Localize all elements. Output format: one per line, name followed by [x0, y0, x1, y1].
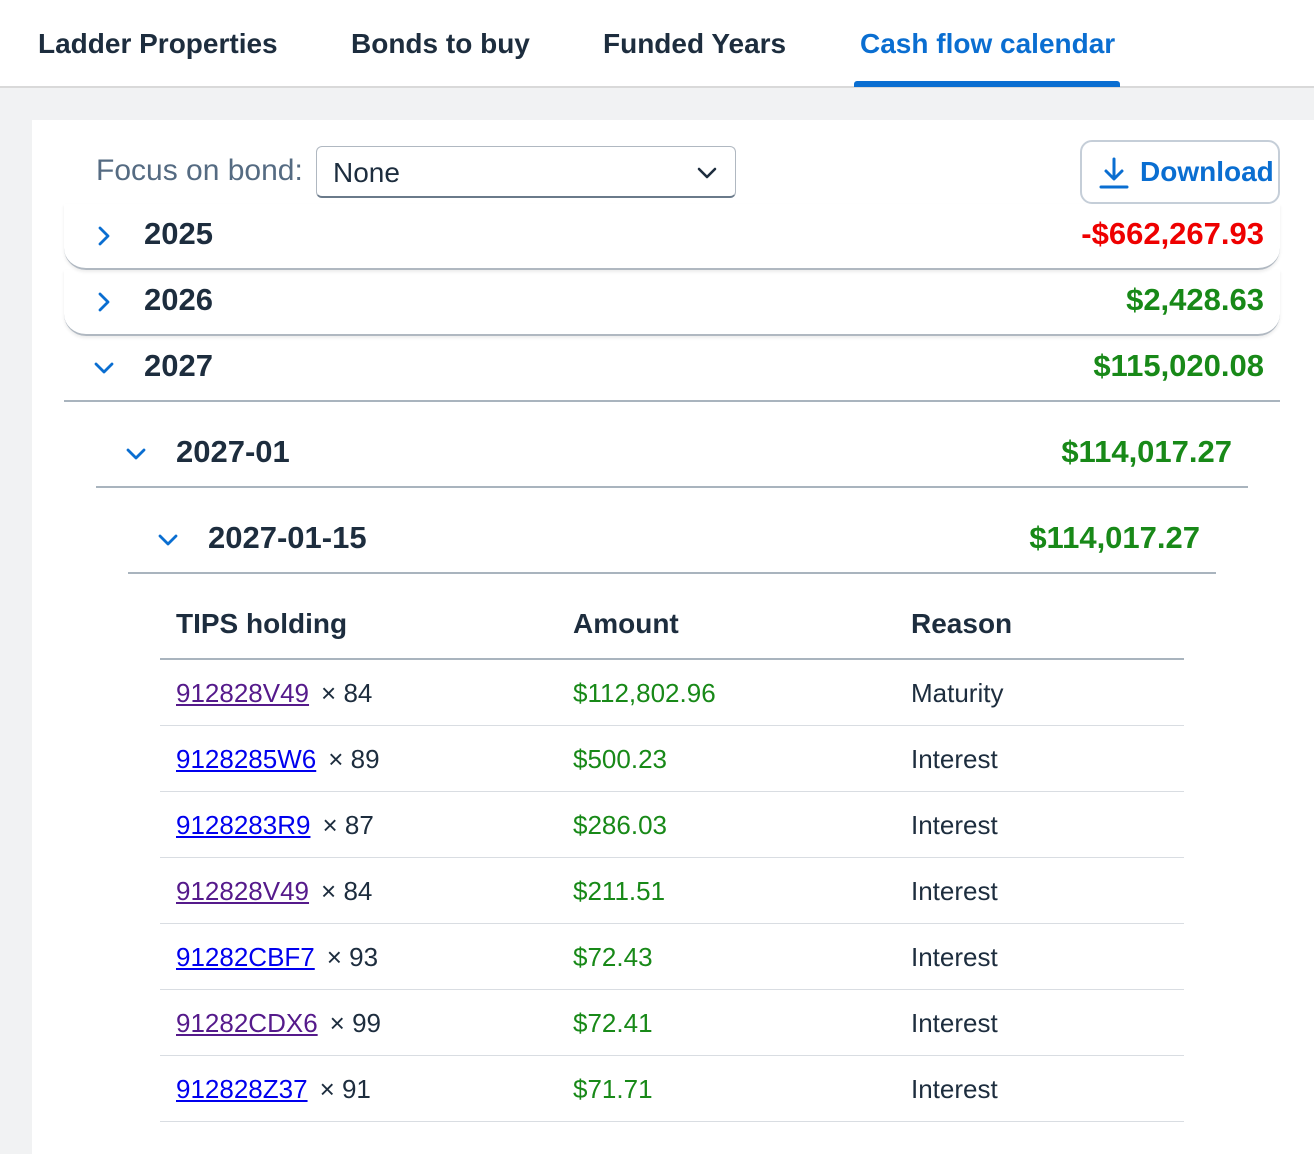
download-label: Download — [1140, 156, 1274, 187]
focus-bond-select[interactable]: None — [316, 146, 736, 198]
bond-quantity: × 93 — [326, 942, 379, 972]
tab-ladder-properties[interactable]: Ladder Properties — [38, 28, 278, 59]
cash-amount: $286.03 — [573, 810, 667, 840]
month-amount: $114,017.27 — [1061, 434, 1232, 469]
bond-link[interactable]: 912828V49 — [176, 678, 310, 708]
cash-amount: $211.51 — [573, 876, 666, 906]
table-row: 912828V49 × 84 $112,802.96 Maturity — [160, 660, 1184, 726]
bond-quantity: × 84 — [321, 678, 373, 708]
year-amount: -$662,267.93 — [1081, 216, 1264, 251]
chevron-down-icon — [697, 167, 717, 179]
table-row: 9128285W6 × 89 $500.23 Interest — [160, 726, 1184, 792]
focus-bond-value: None — [333, 157, 400, 188]
cash-reason: Interest — [911, 744, 998, 774]
month-label: 2027-01 — [176, 434, 290, 469]
chevron-down-icon — [158, 534, 178, 546]
cash-amount: $500.23 — [573, 744, 667, 774]
year-label: 2027 — [144, 348, 213, 383]
table-row: 9128283R9 × 87 $286.03 Interest — [160, 792, 1184, 858]
bond-quantity: × 91 — [319, 1074, 371, 1104]
table-row: 912828V49 × 84 $211.51 Interest — [160, 858, 1184, 924]
day-row-2027-01-15[interactable]: 2027-01-15 $114,017.27 — [128, 508, 1216, 574]
year-label: 2026 — [144, 282, 213, 317]
bond-link[interactable]: 91282CDX6 — [176, 1008, 318, 1038]
tab-funded-years[interactable]: Funded Years — [603, 28, 787, 59]
bond-link[interactable]: 9128283R9 — [176, 810, 311, 840]
tab-cash-flow-calendar[interactable]: Cash flow calendar — [860, 28, 1116, 59]
bond-quantity: × 99 — [329, 1008, 381, 1038]
chevron-down-icon — [126, 448, 146, 460]
cash-reason: Interest — [911, 942, 998, 972]
cash-reason: Interest — [911, 876, 998, 906]
chevron-down-icon — [94, 362, 114, 374]
tab-bar: Ladder Properties Bonds to buy Funded Ye… — [0, 0, 1314, 88]
bond-quantity: × 89 — [328, 744, 380, 774]
year-amount: $115,020.08 — [1093, 348, 1264, 383]
month-row-2027-01[interactable]: 2027-01 $114,017.27 — [96, 422, 1248, 488]
year-row-2027[interactable]: 2027 $115,020.08 — [64, 336, 1280, 402]
chevron-right-icon — [98, 226, 110, 246]
table-row: 91282CBF7 × 93 $72.43 Interest — [160, 924, 1184, 990]
day-label: 2027-01-15 — [208, 520, 367, 555]
header-tips-holding: TIPS holding — [176, 608, 348, 639]
table-row: 912828Z37 × 91 $71.71 Interest — [160, 1056, 1184, 1122]
tab-bonds-to-buy[interactable]: Bonds to buy — [351, 28, 530, 59]
cash-flow-panel: Focus on bond: None Download 2025 -$662,… — [32, 120, 1314, 1154]
cash-amount: $72.43 — [573, 942, 653, 972]
cash-reason: Interest — [911, 1008, 998, 1038]
cash-amount: $112,802.96 — [573, 678, 716, 708]
cash-flow-table-header: TIPS holding Amount Reason — [160, 594, 1184, 660]
bond-link[interactable]: 9128285W6 — [176, 744, 317, 774]
bond-quantity: × 84 — [321, 876, 373, 906]
header-amount: Amount — [573, 608, 679, 639]
header-reason: Reason — [911, 608, 1013, 639]
cash-reason: Interest — [911, 810, 998, 840]
bond-quantity: × 87 — [322, 810, 374, 840]
bond-link[interactable]: 912828Z37 — [176, 1074, 308, 1104]
download-icon — [1099, 157, 1129, 189]
year-label: 2025 — [144, 216, 213, 251]
cash-amount: $72.41 — [573, 1008, 653, 1038]
year-row-2025[interactable]: 2025 -$662,267.93 — [64, 204, 1280, 270]
table-row: 91282CDX6 × 99 $72.41 Interest — [160, 990, 1184, 1056]
bond-link[interactable]: 91282CBF7 — [176, 942, 315, 972]
day-amount: $114,017.27 — [1029, 520, 1200, 555]
download-button[interactable]: Download — [1080, 140, 1280, 204]
cash-reason: Maturity — [911, 678, 1004, 708]
active-tab-indicator — [854, 81, 1120, 87]
chevron-right-icon — [98, 292, 110, 312]
year-row-2026[interactable]: 2026 $2,428.63 — [64, 270, 1280, 336]
cash-amount: $71.71 — [573, 1074, 653, 1104]
cash-reason: Interest — [911, 1074, 998, 1104]
focus-bond-label: Focus on bond: — [96, 154, 303, 187]
bond-link[interactable]: 912828V49 — [176, 876, 310, 906]
year-amount: $2,428.63 — [1126, 282, 1264, 317]
